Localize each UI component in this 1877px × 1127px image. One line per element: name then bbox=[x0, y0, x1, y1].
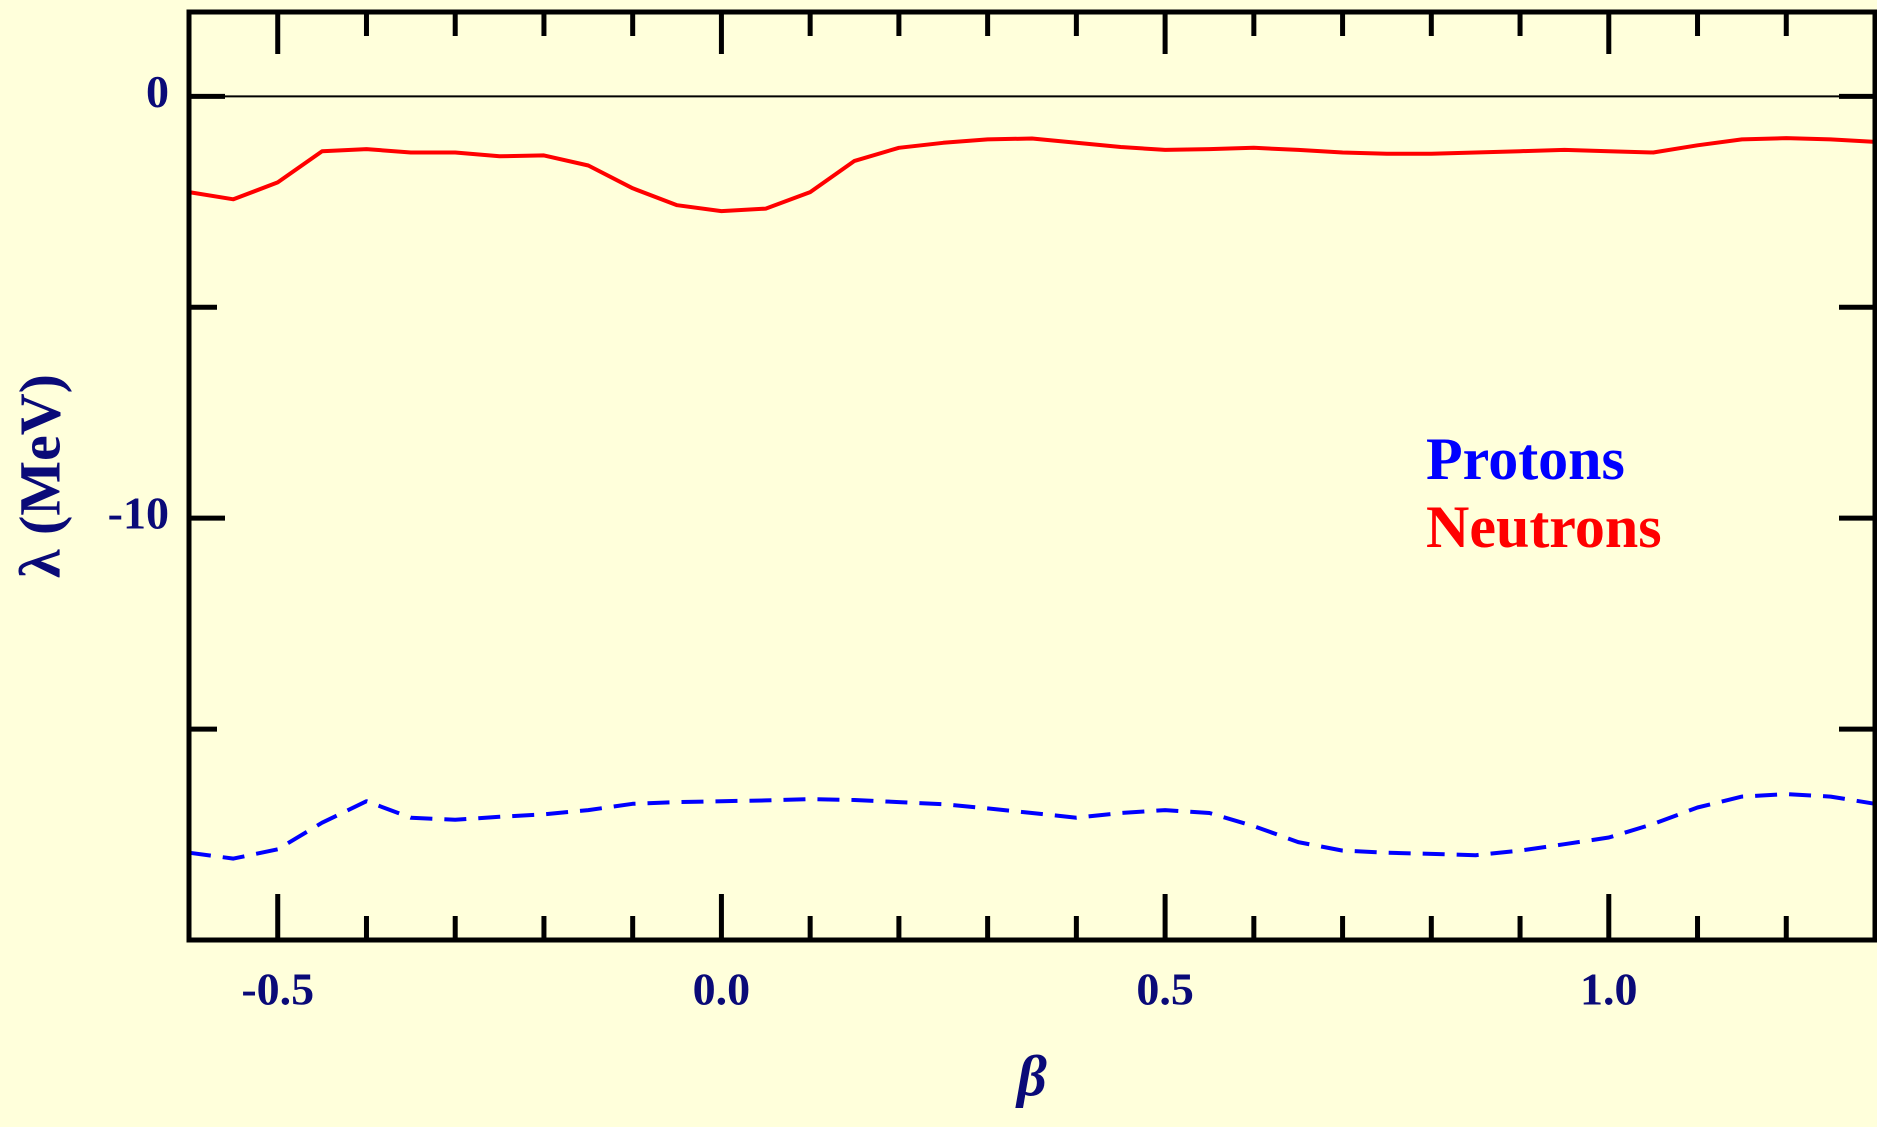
legend-label: Neutrons bbox=[1426, 494, 1662, 560]
y-axis-label: λ (MeV) bbox=[7, 374, 72, 578]
y-tick-label: 0 bbox=[146, 66, 169, 117]
y-tick-label: -10 bbox=[108, 488, 169, 539]
x-tick-label: 0.0 bbox=[693, 964, 751, 1015]
x-tick-label: 1.0 bbox=[1580, 964, 1638, 1015]
plot-frame bbox=[186, 9, 1877, 943]
series-line bbox=[188, 792, 1876, 861]
legend-label: Protons bbox=[1426, 426, 1625, 492]
series-line bbox=[188, 136, 1876, 214]
x-tick-label: -0.5 bbox=[241, 964, 314, 1015]
x-tick-label: 0.5 bbox=[1136, 964, 1194, 1015]
x-axis-label: β bbox=[1015, 1043, 1047, 1108]
